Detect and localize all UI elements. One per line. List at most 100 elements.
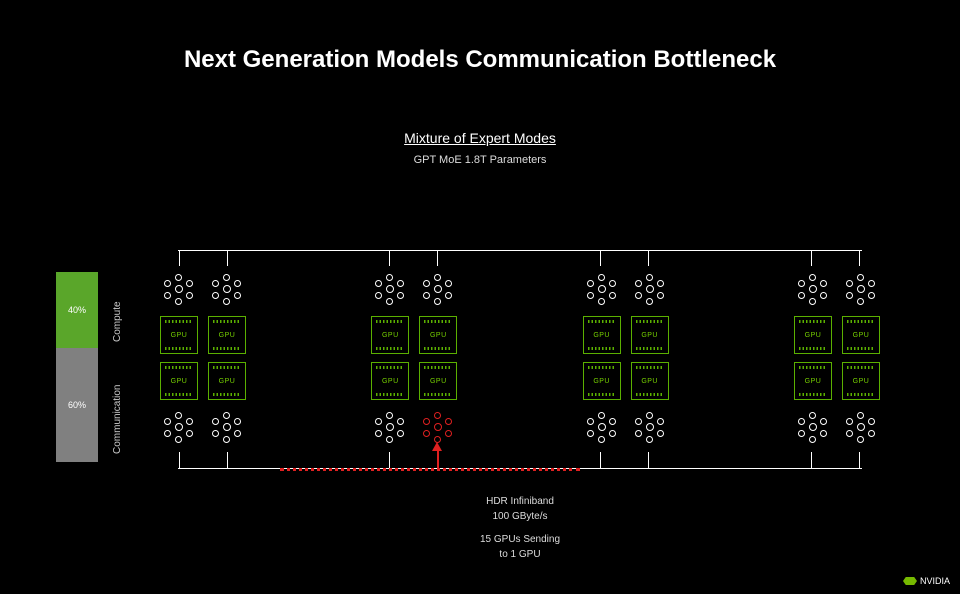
gpu-cell: GPU xyxy=(371,362,409,400)
gpu-cell: GPU xyxy=(208,316,246,354)
gpu-cell: GPU xyxy=(631,362,669,400)
gpu-label: GPU xyxy=(849,372,873,390)
gpu-icon: GPU xyxy=(419,316,457,354)
expert-cell xyxy=(583,408,621,446)
nvidia-wordmark: NVIDIA xyxy=(920,576,950,586)
gpu-cell: GPU xyxy=(794,362,832,400)
rail-rise xyxy=(227,452,228,468)
gpu-label: GPU xyxy=(215,326,239,344)
expert-cell xyxy=(631,408,669,446)
rail-drop xyxy=(389,250,390,266)
section-title: Mixture of Expert Modes xyxy=(0,130,960,146)
gpu-label: GPU xyxy=(167,326,191,344)
topology-diagram: GPUGPUGPUGPUGPUGPUGPUGPUGPUGPUGPUGPUGPUG… xyxy=(160,250,880,510)
expert-icon xyxy=(798,274,828,304)
red-arrow-head xyxy=(432,442,442,451)
utilization-bar-communication: 60% xyxy=(56,348,98,462)
expert-icon xyxy=(635,274,665,304)
gpu-icon: GPU xyxy=(419,362,457,400)
nvidia-logo: NVIDIA xyxy=(903,576,950,586)
gpu-cell: GPU xyxy=(371,316,409,354)
rail-rise xyxy=(648,452,649,468)
gpu-icon: GPU xyxy=(208,316,246,354)
gpu-label: GPU xyxy=(590,326,614,344)
red-arrow-stem xyxy=(437,450,439,468)
expert-icon xyxy=(635,412,665,442)
expert-icon xyxy=(587,412,617,442)
cluster: GPU GPU GPU GPU xyxy=(371,270,457,446)
gpu-label: GPU xyxy=(426,372,450,390)
bus-label-3: 15 GPUs Sending xyxy=(420,532,620,547)
expert-icon xyxy=(164,412,194,442)
gpu-cell: GPU xyxy=(208,362,246,400)
bus-label-4: to 1 GPU xyxy=(420,547,620,562)
rail-rise xyxy=(859,452,860,468)
expert-icon xyxy=(212,274,242,304)
section-header: Mixture of Expert Modes GPT MoE 1.8T Par… xyxy=(0,130,960,166)
gpu-label: GPU xyxy=(801,372,825,390)
red-bus xyxy=(280,468,580,471)
rail-drop xyxy=(648,250,649,266)
gpu-cell: GPU xyxy=(419,316,457,354)
utilization-bar-axis-labels: Compute Communication xyxy=(102,272,116,462)
gpu-icon: GPU xyxy=(794,362,832,400)
rail-drop xyxy=(227,250,228,266)
expert-icon xyxy=(164,274,194,304)
expert-icon xyxy=(423,274,453,304)
gpu-icon: GPU xyxy=(160,362,198,400)
rail-rise xyxy=(389,452,390,468)
rail-drop xyxy=(179,250,180,266)
expert-cell xyxy=(371,408,409,446)
expert-icon xyxy=(212,412,242,442)
expert-icon xyxy=(846,412,876,442)
label-compute: Compute xyxy=(112,301,123,342)
bus-label-1: HDR Infiniband xyxy=(420,494,620,509)
gpu-icon: GPU xyxy=(371,316,409,354)
gpu-cell: GPU xyxy=(160,362,198,400)
gpu-label: GPU xyxy=(801,326,825,344)
expert-icon xyxy=(375,274,405,304)
expert-icon-hot xyxy=(423,412,453,442)
expert-cell xyxy=(208,408,246,446)
expert-cell xyxy=(842,408,880,446)
utilization-bar-compute: 40% xyxy=(56,272,98,348)
expert-icon xyxy=(587,274,617,304)
rail-rise xyxy=(811,452,812,468)
expert-cell xyxy=(842,270,880,308)
gpu-label: GPU xyxy=(590,372,614,390)
cluster: GPU GPU GPU GPU xyxy=(583,270,669,446)
gpu-label: GPU xyxy=(638,372,662,390)
gpu-label: GPU xyxy=(849,326,873,344)
gpu-icon: GPU xyxy=(208,362,246,400)
rail-drop xyxy=(600,250,601,266)
bus-label-2: 100 GByte/s xyxy=(420,509,620,524)
rail-drop xyxy=(859,250,860,266)
bus-caption: HDR Infiniband 100 GByte/s 15 GPUs Sendi… xyxy=(420,494,620,562)
rail-drop xyxy=(811,250,812,266)
gpu-icon: GPU xyxy=(794,316,832,354)
gpu-cell: GPU xyxy=(160,316,198,354)
gpu-label: GPU xyxy=(167,372,191,390)
nvidia-eye-icon xyxy=(903,576,917,586)
cluster: GPU GPU GPU GPU xyxy=(794,270,880,446)
gpu-label: GPU xyxy=(378,372,402,390)
rail-rise xyxy=(179,452,180,468)
gpu-label: GPU xyxy=(426,326,450,344)
expert-cell xyxy=(583,270,621,308)
label-communication: Communication xyxy=(112,385,123,454)
expert-cell xyxy=(794,270,832,308)
expert-icon xyxy=(798,412,828,442)
expert-cell xyxy=(419,408,457,446)
gpu-cell: GPU xyxy=(842,362,880,400)
cluster-row: GPUGPUGPUGPUGPUGPUGPUGPUGPUGPUGPUGPUGPUG… xyxy=(160,270,880,446)
gpu-icon: GPU xyxy=(583,362,621,400)
rail-rise xyxy=(600,452,601,468)
gpu-icon: GPU xyxy=(160,316,198,354)
gpu-cell: GPU xyxy=(583,316,621,354)
rail-drop xyxy=(437,250,438,266)
expert-cell xyxy=(794,408,832,446)
gpu-icon: GPU xyxy=(842,362,880,400)
expert-cell xyxy=(371,270,409,308)
gpu-label: GPU xyxy=(638,326,662,344)
section-subtitle: GPT MoE 1.8T Parameters xyxy=(0,154,960,166)
